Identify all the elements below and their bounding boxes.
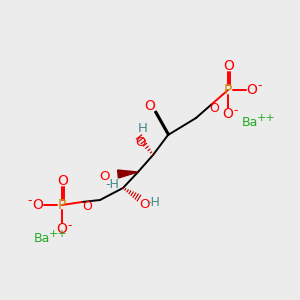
Text: O: O bbox=[99, 169, 109, 182]
Text: O: O bbox=[58, 174, 68, 188]
Text: O: O bbox=[139, 199, 149, 212]
Text: O: O bbox=[135, 136, 145, 148]
Text: O: O bbox=[82, 200, 92, 214]
Text: -H: -H bbox=[146, 196, 160, 208]
Text: O: O bbox=[145, 99, 155, 113]
Text: Ba: Ba bbox=[34, 232, 50, 245]
Text: Ba: Ba bbox=[242, 116, 258, 128]
Text: P: P bbox=[58, 198, 66, 212]
Text: -: - bbox=[28, 194, 32, 208]
Text: ++: ++ bbox=[256, 113, 275, 123]
Text: P: P bbox=[224, 83, 232, 97]
Text: O: O bbox=[33, 198, 44, 212]
Text: O: O bbox=[209, 103, 219, 116]
Text: O: O bbox=[223, 107, 233, 121]
Text: ++: ++ bbox=[49, 229, 68, 239]
Text: -: - bbox=[68, 220, 72, 232]
Text: O: O bbox=[247, 83, 257, 97]
Text: H: H bbox=[138, 122, 148, 134]
Text: O: O bbox=[224, 59, 234, 73]
Text: O: O bbox=[57, 222, 68, 236]
Polygon shape bbox=[118, 170, 138, 178]
Text: -H: -H bbox=[105, 178, 119, 191]
Text: -: - bbox=[234, 104, 238, 118]
Text: -: - bbox=[258, 80, 262, 92]
